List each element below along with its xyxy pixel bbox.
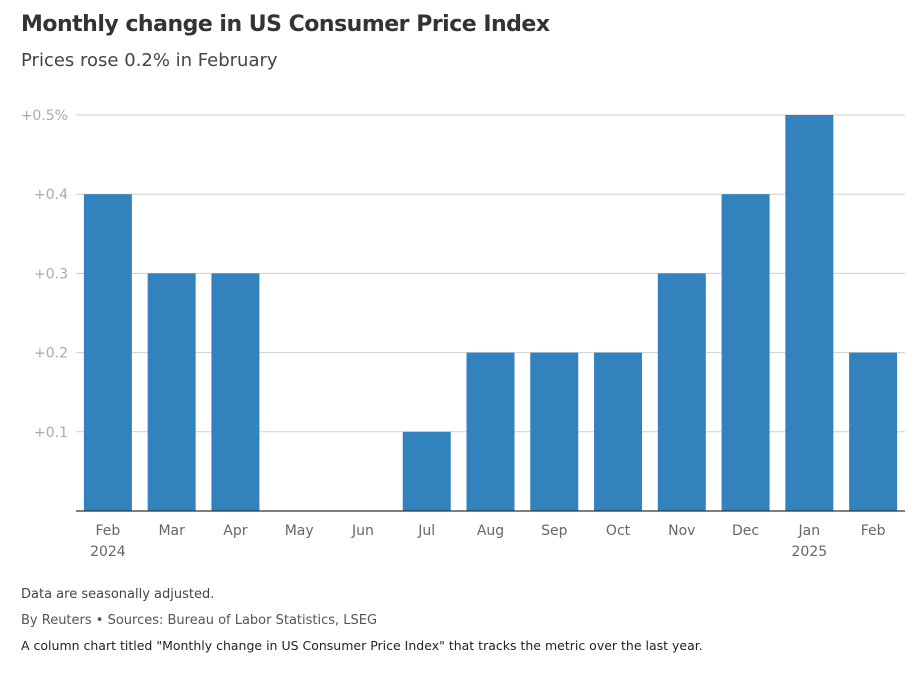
chart-subtitle: Prices rose 0.2% in February [21,50,278,71]
x-tick-label: Jun [351,523,374,539]
y-tick-label: +0.3 [34,266,68,282]
x-tick-label: Sep [541,523,568,539]
x-tick-year-label: 2024 [90,544,126,560]
x-tick-label: Oct [606,523,631,539]
column-chart: +0.1 +0.2 +0.3 +0.4 +0.5% Feb 2024 Mar Apr May Jun… [21,108,905,560]
x-tick-label: Mar [158,523,185,539]
bar [785,115,834,511]
x-tick-label: Jul [417,523,435,539]
x-tick-label: May [285,523,314,539]
bar [530,352,579,511]
x-tick-label: Dec [732,523,759,539]
bar [466,352,515,511]
chart-description: A column chart titled "Monthly change in… [21,638,703,653]
bar [147,273,196,511]
y-tick-label: +0.1 [34,425,68,441]
x-tick-label: Jan [798,523,821,539]
source-line: By Reuters • Sources: Bureau of Labor St… [21,613,378,628]
x-tick-label: Nov [668,523,695,539]
bar [594,352,643,511]
bar [402,431,451,511]
y-tick-label: +0.4 [34,187,68,203]
footnote-seasonally-adjusted: Data are seasonally adjusted. [21,587,215,602]
bar [83,194,132,511]
y-tick-label: +0.5% [21,108,68,124]
x-tick-label: Apr [223,523,247,539]
y-tick-label: +0.2 [34,346,68,362]
chart-title: Monthly change in US Consumer Price Inde… [21,12,550,37]
bar [721,194,770,511]
bar [211,273,260,511]
x-tick-year-label: 2025 [792,544,828,560]
x-tick-label: Aug [477,523,504,539]
x-tick-label: Feb [95,523,120,539]
bar [657,273,706,511]
x-tick-label: Feb [861,523,886,539]
bar [849,352,898,511]
